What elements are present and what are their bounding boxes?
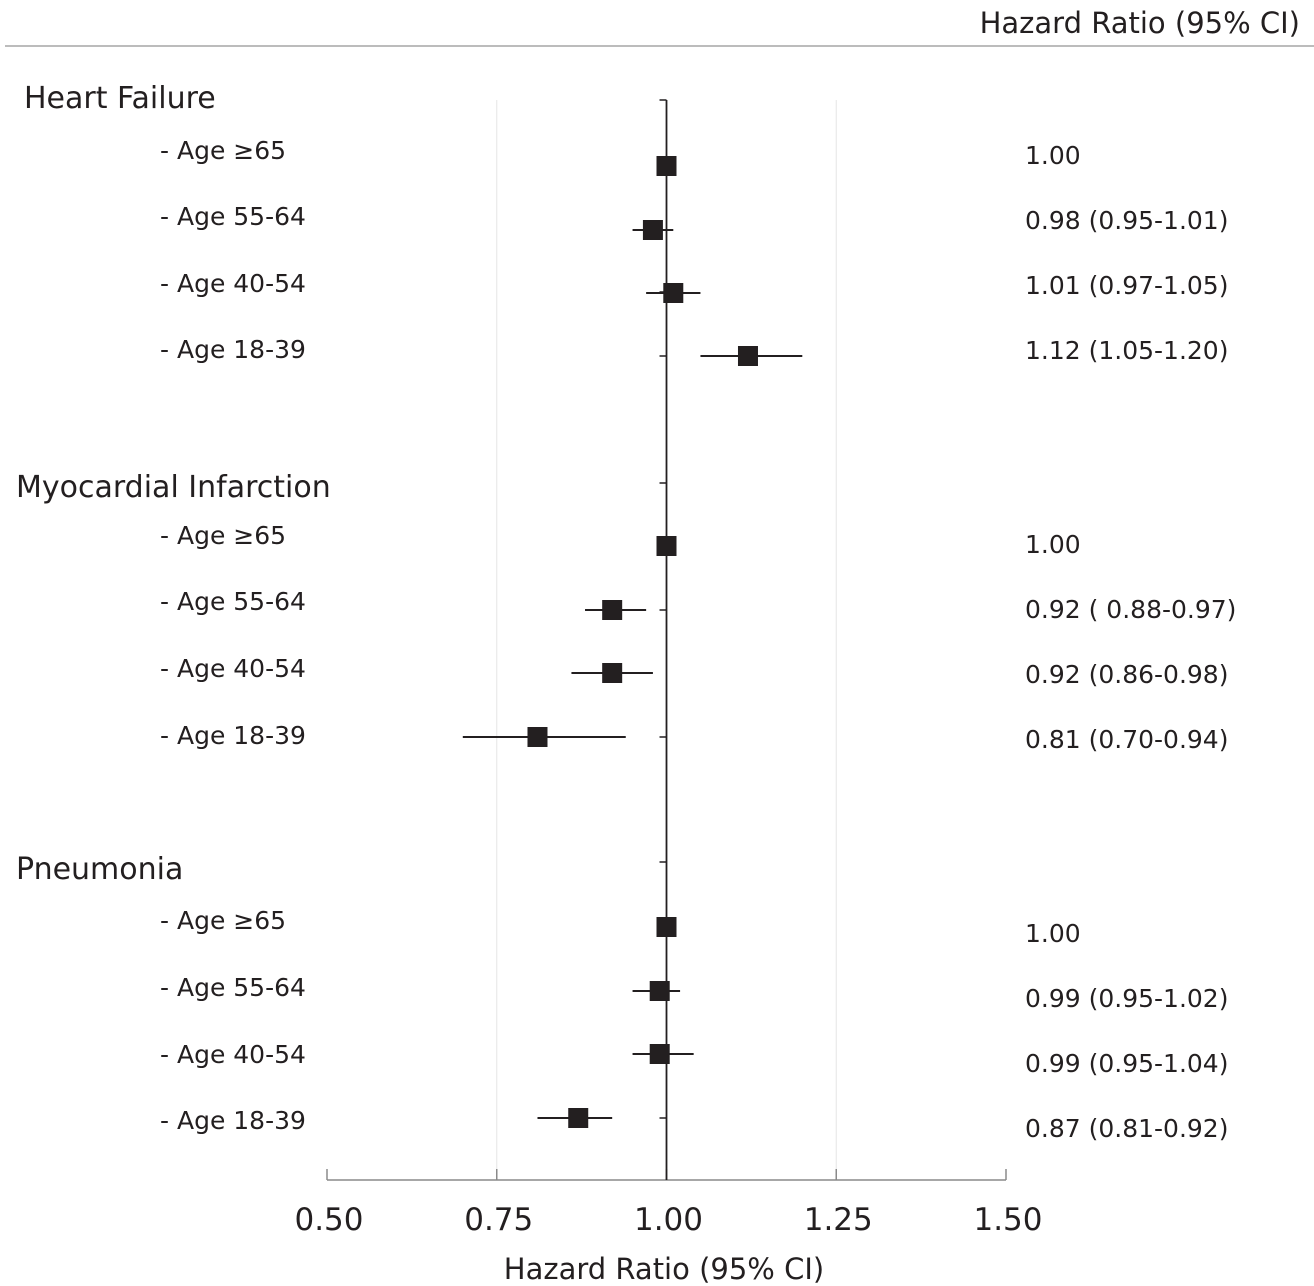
row-label: - Age 55-64 [160,202,306,231]
hr-ci-label: 0.87 (0.81-0.92) [1025,1114,1228,1143]
row-label: - Age ≥65 [160,521,286,550]
row-label: - Age 40-54 [160,654,306,683]
hr-marker [649,981,670,1001]
hr-ci-label: 1.00 [1025,919,1081,948]
row-label: - Age 40-54 [160,1040,306,1069]
hr-ci-label: 1.12 (1.05-1.20) [1025,336,1228,365]
hr-ci-label: 0.92 (0.86-0.98) [1025,660,1228,689]
hr-marker [527,727,548,747]
hr-marker [602,663,623,683]
hr-marker [656,536,677,556]
reference-line-group [659,99,668,1180]
x-tick-label: 1.00 [634,1202,703,1238]
hr-ci-label: 0.81 (0.70-0.94) [1025,725,1228,754]
hr-ci-label: 0.99 (0.95-1.02) [1025,984,1228,1013]
x-axis-title: Hazard Ratio (95% CI) [504,1252,824,1286]
group-label: Pneumonia [16,852,183,887]
hr-ci-label: 1.00 [1025,141,1081,170]
x-tick-label: 0.75 [464,1202,533,1238]
forest-rows: Heart Failure - Age ≥65 1.00 - Age 55-64 0.9… [16,81,1236,1143]
row-label: - Age ≥65 [160,136,286,165]
gridlines [496,100,837,1180]
hr-ci-label: 1.01 (0.97-1.05) [1025,271,1228,300]
row-label: - Age 18-39 [160,1106,306,1135]
x-tick-label: 0.50 [294,1202,363,1238]
hr-marker [568,1108,589,1128]
hr-ci-label: 0.92 ( 0.88-0.97) [1025,595,1236,624]
hr-marker [656,917,677,937]
row-label: - Age 40-54 [160,269,306,298]
hr-ci-label: 0.99 (0.95-1.04) [1025,1049,1228,1078]
row-label: - Age 55-64 [160,973,306,1002]
header-title: Hazard Ratio (95% CI) [980,6,1300,40]
row-label: - Age 18-39 [160,335,306,364]
x-tick-label: 1.25 [804,1202,873,1238]
hr-marker [663,283,684,303]
hr-marker [737,346,758,366]
row-label: - Age 18-39 [160,721,306,750]
hr-ci-label: 1.00 [1025,530,1081,559]
group-label: Myocardial Infarction [16,470,331,505]
hr-ci-label: 0.98 (0.95-1.01) [1025,206,1228,235]
row-label: - Age ≥65 [160,906,286,935]
group-label: Heart Failure [24,81,216,116]
hr-marker [656,156,677,176]
x-tick-label: 1.50 [973,1202,1042,1238]
row-label: - Age 55-64 [160,587,306,616]
hr-marker [642,220,663,240]
hr-marker [602,600,623,620]
x-axis: 0.50 0.75 1.00 1.25 1.50 [294,1169,1043,1238]
hr-marker [649,1044,670,1064]
